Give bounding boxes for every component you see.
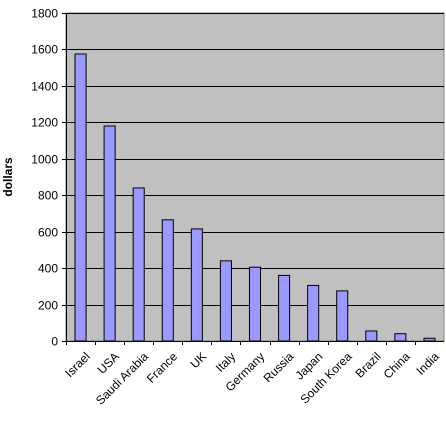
bar-russia — [278, 274, 291, 342]
x-tick-label: Brazil — [353, 349, 384, 380]
bar-uk — [190, 228, 203, 342]
bar-saudi-arabia — [132, 187, 145, 342]
bar-brazil — [365, 330, 378, 342]
y-tick-label: 200 — [38, 299, 58, 313]
y-tick-label: 1200 — [31, 116, 58, 130]
x-tick-label: France — [144, 349, 181, 386]
y-axis-title: dollars — [1, 157, 15, 197]
y-tick-label: 1400 — [31, 80, 58, 94]
bar-israel — [74, 53, 87, 342]
x-tick-label: UK — [187, 349, 209, 371]
x-tick-label: Israel — [62, 349, 93, 380]
bar-germany — [248, 266, 262, 342]
bar-usa — [103, 125, 116, 342]
x-tick-label: Saudi Arabia — [93, 349, 151, 407]
y-tick-label: 1000 — [31, 153, 58, 167]
bars — [74, 53, 436, 342]
y-tick-label: 400 — [38, 262, 58, 276]
y-tick-label: 600 — [38, 226, 58, 240]
y-tick-label: 1800 — [31, 7, 58, 21]
bar-italy — [219, 260, 232, 342]
y-axis-ticks: 0 200 400 600 800 1000 1200 1400 1600 1800 — [31, 7, 444, 349]
x-tick-label: China — [381, 349, 413, 381]
y-tick-label: 1600 — [31, 43, 58, 57]
bar-france — [161, 219, 174, 342]
bar-india — [423, 337, 436, 342]
bar-china — [394, 333, 407, 342]
x-tick-label: Russia — [261, 349, 297, 385]
bar-south-korea — [336, 290, 349, 342]
x-tick-label: India — [413, 349, 442, 378]
y-tick-label: 800 — [38, 189, 58, 203]
gridlines — [66, 13, 444, 306]
bar-japan — [307, 284, 320, 342]
y-tick-label: 0 — [51, 335, 58, 349]
